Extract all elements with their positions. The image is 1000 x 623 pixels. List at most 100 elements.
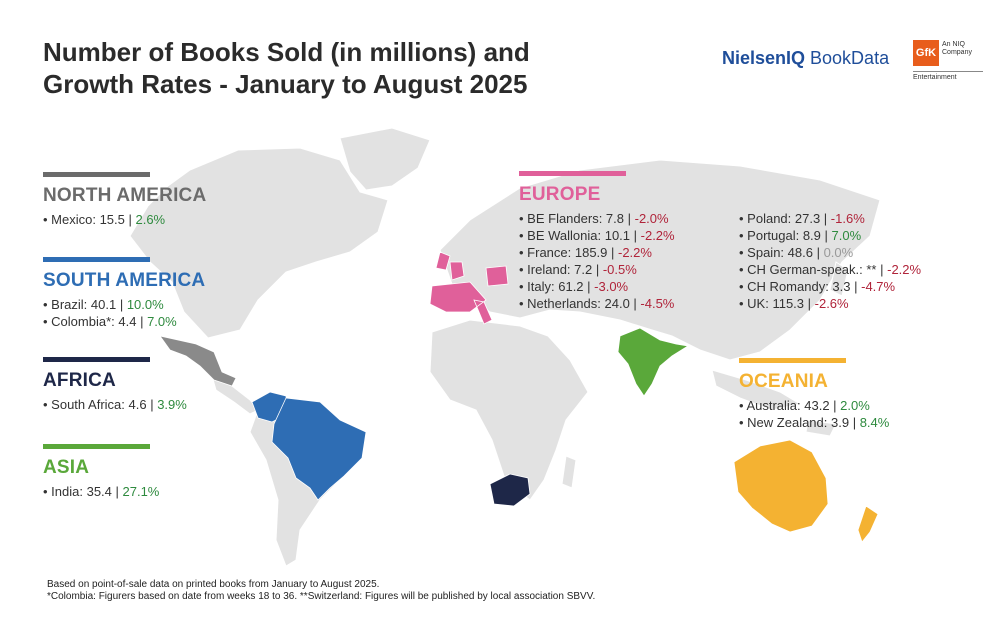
- region-oceania: OCEANIA • Australia: 43.2 | 2.0% • New Ze…: [739, 358, 939, 431]
- region-bar: [739, 358, 846, 363]
- region-africa: AFRICA • South Africa: 4.6 | 3.9%: [43, 357, 243, 413]
- separator: |: [876, 262, 888, 277]
- separator: |: [116, 297, 127, 312]
- bullet-icon: •: [739, 228, 748, 243]
- gfk-logo: GfK: [913, 40, 939, 66]
- footnote: Based on point-of-sale data on printed b…: [47, 579, 595, 603]
- map-europe-countries: [429, 251, 509, 325]
- country-label: Netherlands: 24.0: [527, 296, 630, 311]
- separator: |: [136, 314, 148, 329]
- country-label: Poland: 27.3: [747, 211, 821, 226]
- country-entry: • Ireland: 7.2 | -0.5%: [519, 261, 675, 278]
- region-bar: [43, 444, 150, 449]
- bullet-icon: •: [739, 279, 748, 294]
- bullet-icon: •: [519, 279, 528, 294]
- region-name: SOUTH AMERICA: [43, 270, 206, 291]
- country-label: India: 35.4: [51, 484, 112, 499]
- country-entry: • Italy: 61.2 | -3.0%: [519, 278, 675, 295]
- bullet-icon: •: [519, 211, 528, 226]
- country-entry: • CH Romandy: 3.3 | -4.7%: [739, 278, 921, 295]
- map-australia: [733, 439, 829, 533]
- country-label: Spain: 48.6: [747, 245, 813, 260]
- growth-rate: 8.4%: [859, 415, 890, 430]
- separator: |: [849, 415, 860, 430]
- country-label: New Zealand: 3.9: [747, 415, 850, 430]
- growth-rate: -3.0%: [594, 279, 629, 294]
- separator: |: [629, 296, 641, 311]
- separator: |: [804, 296, 815, 311]
- map-eurasia: [439, 159, 881, 361]
- gfk-logo-entertainment: Entertainment: [913, 74, 957, 81]
- europe-column-2: • Poland: 27.3 | -1.6% • Portugal: 8.9 | …: [739, 210, 921, 312]
- country-entry: • India: 35.4 | 27.1%: [43, 483, 243, 500]
- bullet-icon: •: [739, 211, 748, 226]
- country-entry: • New Zealand: 3.9 | 8.4%: [739, 414, 939, 431]
- map-southeast-asia: [711, 369, 802, 411]
- growth-rate: -4.5%: [640, 296, 675, 311]
- europe-column-1: • BE Flanders: 7.8 | -2.0% • BE Wallonia:…: [519, 210, 675, 312]
- bullet-icon: •: [739, 262, 748, 277]
- separator: |: [607, 245, 618, 260]
- growth-rate: 2.6%: [135, 212, 166, 227]
- map-africa: [429, 319, 589, 501]
- separator: |: [820, 211, 831, 226]
- separator: |: [111, 484, 123, 499]
- country-entry: • BE Flanders: 7.8 | -2.0%: [519, 210, 675, 227]
- map-central-america: [211, 375, 259, 415]
- map-papua: [805, 419, 837, 437]
- region-bar: [519, 171, 626, 176]
- gfk-divider: [913, 71, 983, 72]
- bullet-icon: •: [43, 212, 52, 227]
- bullet-icon: •: [519, 228, 528, 243]
- region-entries: • Australia: 43.2 | 2.0% • New Zealand: 3…: [739, 397, 939, 431]
- map-north-america: [129, 147, 389, 339]
- separator: |: [850, 279, 862, 294]
- growth-rate: 3.9%: [157, 397, 187, 412]
- region-asia: ASIA • India: 35.4 | 27.1%: [43, 444, 243, 500]
- growth-rate: 7.0%: [831, 228, 862, 243]
- growth-rate: 10.0%: [126, 297, 164, 312]
- region-entries: • India: 35.4 | 27.1%: [43, 483, 243, 500]
- growth-rate: -2.2%: [640, 228, 675, 243]
- country-label: BE Flanders: 7.8: [527, 211, 624, 226]
- map-japan: [829, 261, 849, 297]
- nielseniq-bookdata-logo: NielsenIQ BookData: [722, 48, 889, 69]
- region-name: EUROPE: [519, 184, 601, 205]
- region-bar: [43, 257, 150, 262]
- growth-rate: 27.1%: [122, 484, 160, 499]
- region-entries: • South Africa: 4.6 | 3.9%: [43, 396, 243, 413]
- nielsen-logo-light: BookData: [805, 48, 890, 68]
- separator: |: [146, 397, 158, 412]
- growth-rate: -4.7%: [861, 279, 896, 294]
- region-bar: [43, 172, 150, 177]
- map-south-africa: [489, 473, 531, 507]
- separator: |: [124, 212, 136, 227]
- map-new-zealand: [857, 505, 879, 543]
- growth-rate: -2.0%: [634, 211, 669, 226]
- region-north-america: NORTH AMERICA • Mexico: 15.5 | 2.6%: [43, 172, 243, 228]
- country-label: BE Wallonia: 10.1: [527, 228, 631, 243]
- growth-rate: -1.6%: [830, 211, 865, 226]
- growth-rate: -2.2%: [618, 245, 652, 260]
- country-entry: • UK: 115.3 | -2.6%: [739, 295, 921, 312]
- country-entry: • Poland: 27.3 | -1.6%: [739, 210, 921, 227]
- footnote-line-1: Based on point-of-sale data on printed b…: [47, 579, 380, 590]
- bullet-icon: •: [519, 296, 528, 311]
- country-label: Italy: 61.2: [527, 279, 584, 294]
- separator: |: [624, 211, 635, 226]
- growth-rate: -0.5%: [602, 262, 637, 277]
- region-europe: EUROPE • BE Flanders: 7.8 | -2.0% • BE Wa…: [519, 171, 949, 311]
- bullet-icon: •: [739, 398, 747, 413]
- separator: |: [812, 245, 824, 260]
- bullet-icon: •: [43, 397, 52, 412]
- region-bar: [43, 357, 150, 362]
- growth-rate: 0.0%: [823, 245, 854, 260]
- country-entry: • BE Wallonia: 10.1 | -2.2%: [519, 227, 675, 244]
- separator: |: [592, 262, 603, 277]
- growth-rate: -2.6%: [814, 296, 849, 311]
- region-name: OCEANIA: [739, 371, 829, 392]
- growth-rate: 7.0%: [147, 314, 177, 329]
- region-name: AFRICA: [43, 370, 116, 391]
- country-label: CH Romandy: 3.3: [747, 279, 851, 294]
- country-label: Mexico: 15.5: [51, 212, 125, 227]
